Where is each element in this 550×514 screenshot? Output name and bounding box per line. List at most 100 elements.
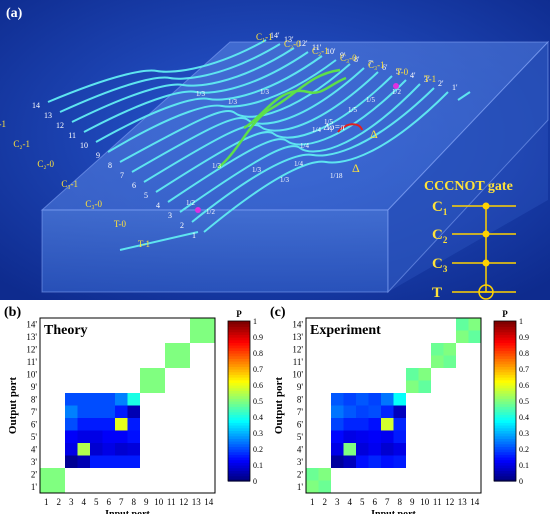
colorbar-segment xyxy=(228,457,250,461)
heatmap-cell-1-2 xyxy=(52,480,65,493)
gate-row-t: T xyxy=(432,285,442,301)
heatmap-cell-4-5 xyxy=(90,443,103,456)
x-tick-label: 4 xyxy=(82,497,87,507)
colorbar-segment xyxy=(494,417,516,421)
colorbar-segment xyxy=(228,417,250,421)
ratio-label-3: 1/3 xyxy=(228,98,237,106)
colorbar-segment xyxy=(228,387,250,391)
colorbar-tick: 0.5 xyxy=(253,397,263,406)
ratio-label-4: 1/3 xyxy=(260,88,269,96)
colorbar-segment xyxy=(494,462,516,466)
colorbar-segment xyxy=(228,377,250,381)
waveguide-3 xyxy=(179,83,421,213)
colorbar-segment xyxy=(228,441,250,445)
x-tick-label: 7 xyxy=(119,497,124,507)
colorbar-tick: 0.1 xyxy=(519,461,529,470)
heatmap-cell-7-8 xyxy=(393,405,406,418)
heatmap-cell-3-5 xyxy=(90,455,103,468)
waveguide-lead-0 xyxy=(119,231,199,251)
colorbar-segment xyxy=(494,430,516,434)
output-marker xyxy=(393,83,399,89)
heatmap-cell-6-5 xyxy=(356,418,369,431)
heatmap-cell-3-3 xyxy=(65,455,78,468)
x-tick-label: 7 xyxy=(385,497,390,507)
colorbar-segment xyxy=(228,430,250,434)
colorbar-tick: 0.3 xyxy=(253,429,263,438)
gate-control-dot-3 xyxy=(482,259,490,267)
heatmap-cell-13-14 xyxy=(202,330,215,343)
x-tick-label: 10 xyxy=(154,497,164,507)
colorbar-segment xyxy=(228,411,250,415)
waveguide-7 xyxy=(131,67,365,173)
heatmap-cell-4-6 xyxy=(102,443,115,456)
x-tick-label: 10 xyxy=(420,497,430,507)
heatmap-cell-7-6 xyxy=(368,405,381,418)
x-tick-label: 13 xyxy=(458,497,468,507)
colorbar-segment xyxy=(494,369,516,373)
y-tick-label: 3' xyxy=(31,457,38,467)
heatmap-cell-6-4 xyxy=(77,418,90,431)
input-port-label-9: 9 xyxy=(96,151,100,160)
heatmap-cell-1-2 xyxy=(318,480,331,493)
colorbar-segment xyxy=(494,411,516,415)
colorbar-segment xyxy=(228,459,250,463)
y-tick-label: 10' xyxy=(26,369,37,379)
y-tick-label: 3' xyxy=(297,457,304,467)
heatmap-cell-13-14 xyxy=(468,330,481,343)
x-tick-label: 3 xyxy=(335,497,340,507)
colorbar-segment xyxy=(494,422,516,426)
y-tick-label: 10' xyxy=(292,369,303,379)
input-port-label-12: 12 xyxy=(56,121,64,130)
output-port-label-5: 5' xyxy=(396,67,402,76)
ratio-label-5: 1/3 xyxy=(280,176,289,184)
heatmap-cell-8-8 xyxy=(127,393,140,406)
colorbar-segment xyxy=(494,433,516,437)
colorbar-segment xyxy=(228,363,250,367)
x-tick-label: 1 xyxy=(44,497,49,507)
input-logic-label-4: C₂-0 xyxy=(37,159,54,169)
colorbar-segment xyxy=(494,449,516,453)
heatmap-cell-3-6 xyxy=(102,455,115,468)
waveguide-6 xyxy=(143,71,379,183)
gate-row-c3: C3 xyxy=(432,256,448,274)
heatmap-cell-4-7 xyxy=(381,443,394,456)
heatmap-cell-12-12 xyxy=(177,343,190,356)
input-port-label-2: 2 xyxy=(180,221,184,230)
heatmap-cell-6-3 xyxy=(331,418,344,431)
colorbar-segment xyxy=(494,339,516,343)
colorbar-tick: 1 xyxy=(253,317,257,326)
colorbar-segment xyxy=(494,374,516,378)
phase-arc xyxy=(337,123,363,133)
colorbar-segment xyxy=(494,395,516,399)
colorbar-segment xyxy=(228,393,250,397)
heatmap-cell-4-4 xyxy=(77,443,90,456)
colorbar-segment xyxy=(494,355,516,359)
colorbar-segment xyxy=(228,345,250,349)
heatmap-cell-14-13 xyxy=(456,318,469,331)
colorbar-segment xyxy=(494,406,516,410)
heatmap-cell-3-7 xyxy=(115,455,128,468)
x-tick-label: 9 xyxy=(144,497,149,507)
heatmap-cell-10-9 xyxy=(140,368,153,381)
heatmap-cell-11-12 xyxy=(177,355,190,368)
heatmap-title: Experiment xyxy=(310,323,381,338)
colorbar-segment xyxy=(228,462,250,466)
ratio-label-12: 1/5 xyxy=(366,96,375,104)
delta-label-2: Δ xyxy=(352,161,360,175)
gate-control-dot-2 xyxy=(482,230,490,238)
ratio-label-1: 1/2 xyxy=(392,88,401,96)
colorbar-segment xyxy=(228,409,250,413)
waveguide-lead-1 xyxy=(457,91,471,101)
output-port-label-8: 8' xyxy=(354,55,360,64)
heatmap-cell-4-6 xyxy=(368,443,381,456)
waveguide-11 xyxy=(83,51,309,133)
waveguide-9 xyxy=(107,59,337,153)
colorbar-segment xyxy=(494,358,516,362)
ratio-label-9: 1/4 xyxy=(312,126,321,134)
heatmap-cell-4-4 xyxy=(343,443,356,456)
ratio-label-2: 1/2 xyxy=(186,199,195,207)
heatmap-title: Theory xyxy=(44,323,88,338)
colorbar-segment xyxy=(228,446,250,450)
heatmap-cell-5-6 xyxy=(368,430,381,443)
y-axis-label: Output port xyxy=(273,377,285,434)
